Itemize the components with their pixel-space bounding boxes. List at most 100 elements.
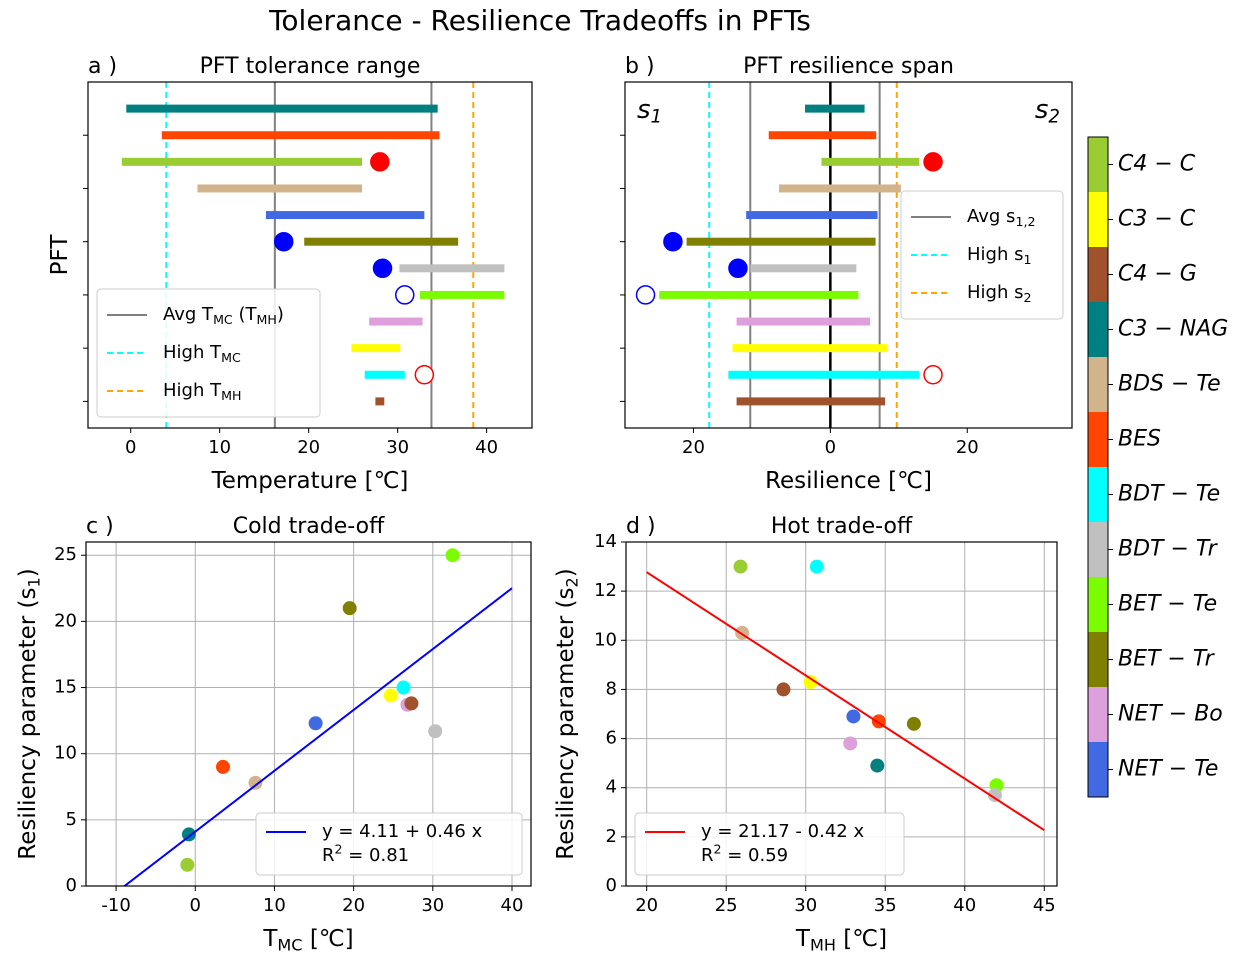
- legend-label: High TMC: [163, 342, 241, 365]
- y-tick-label: 15: [54, 677, 77, 698]
- x-axis-label: Resilience [℃]: [765, 468, 932, 494]
- colorbar-cell: [1088, 137, 1108, 192]
- x-tick-label: 20: [297, 437, 320, 458]
- range-bar: [126, 104, 438, 113]
- x-tick-label: 10: [208, 437, 231, 458]
- point: [906, 716, 921, 731]
- y-axis-label: Resiliency parameter (s1): [15, 568, 43, 859]
- point: [870, 758, 885, 773]
- point: [383, 688, 398, 703]
- panel-label: b ): [625, 54, 655, 79]
- point: [809, 559, 824, 574]
- legend: Avg TMC (TMH) High TMC High TMH: [96, 288, 321, 418]
- point: [733, 559, 748, 574]
- range-bar: [821, 157, 920, 166]
- range-bar: [369, 317, 423, 326]
- colorbar-label: BDT − Te: [1118, 482, 1220, 507]
- colorbar-label: C4 − C: [1118, 152, 1196, 177]
- x-tick-label: 30: [421, 895, 444, 916]
- point: [803, 675, 818, 690]
- axes-frame: [85, 541, 532, 887]
- x-tick-label: 10: [263, 895, 286, 916]
- range-bar: [686, 237, 876, 246]
- x-tick-label: 0: [190, 895, 201, 916]
- panel-label: c ): [86, 514, 114, 539]
- point: [308, 716, 323, 731]
- colorbar-cell: [1088, 467, 1108, 522]
- axes-frame: [624, 81, 1073, 429]
- range-bar: [768, 131, 877, 140]
- legend: y = 4.11 + 0.46 xR2 = 0.81: [255, 812, 523, 876]
- colorbar-label: NET − Bo: [1118, 702, 1223, 727]
- range-bar: [197, 184, 363, 193]
- x-axis-label: TMH [℃]: [795, 926, 887, 954]
- legend-label: y = 21.17 - 0.42 x: [701, 821, 864, 842]
- point: [342, 601, 357, 616]
- x-tick-label: 40: [501, 895, 524, 916]
- range-bar: [304, 237, 459, 246]
- range-bar: [746, 211, 878, 220]
- colorbar-cell: [1088, 522, 1108, 577]
- point: [404, 696, 419, 711]
- panel-title: PFT resilience span: [743, 54, 954, 79]
- annotation: s2: [1035, 95, 1060, 128]
- colorbar-label: C3 − NAG: [1118, 317, 1228, 342]
- y-tick-label: 12: [594, 580, 617, 601]
- legend-label: y = 4.11 + 0.46 x: [322, 821, 483, 842]
- legend-label: R2 = 0.81: [322, 841, 409, 866]
- colorbar-frame: [1087, 136, 1109, 798]
- point: [428, 724, 443, 739]
- marker: [923, 152, 943, 172]
- marker: [663, 231, 683, 252]
- range-bar: [419, 290, 505, 299]
- range-bar: [736, 317, 871, 326]
- panel-label: d ): [626, 514, 656, 539]
- annotation: s1: [637, 95, 662, 128]
- point: [445, 548, 460, 563]
- colorbar-cell: [1088, 742, 1108, 797]
- y-tick-label: 8: [606, 678, 617, 699]
- colorbar-label: BDS − Te: [1118, 372, 1221, 397]
- legend: y = 21.17 - 0.42 xR2 = 0.59: [634, 812, 905, 876]
- marker: [274, 231, 294, 252]
- colorbar-label: C4 − G: [1118, 262, 1197, 287]
- point: [987, 788, 1002, 803]
- x-tick-label: 0: [125, 437, 136, 458]
- panel-label: a ): [88, 54, 117, 79]
- range-bar: [375, 397, 385, 406]
- y-tick-label: 4: [606, 777, 617, 798]
- point: [396, 680, 411, 695]
- point: [846, 709, 861, 724]
- colorbar-label: NET − Te: [1118, 757, 1218, 782]
- x-tick-label: 20: [342, 895, 365, 916]
- range-bar: [364, 370, 405, 379]
- panel-title: PFT tolerance range: [200, 54, 421, 79]
- figure-title: Tolerance - Resilience Tradeoffs in PFTs: [268, 4, 811, 37]
- colorbar-cell: [1088, 302, 1108, 357]
- y-tick-label: 25: [54, 544, 77, 565]
- axes-frame: [625, 541, 1058, 887]
- marker: [414, 365, 435, 385]
- range-bar: [779, 184, 901, 193]
- fit-line: [646, 571, 1045, 832]
- range-bar: [399, 264, 505, 273]
- panel-title: Hot trade-off: [771, 514, 913, 539]
- x-tick-label: -10: [101, 895, 130, 916]
- x-tick-label: 25: [715, 895, 738, 916]
- colorbar-cell: [1088, 412, 1108, 467]
- range-bar: [121, 157, 363, 166]
- colorbar-label: BDT − Tr: [1118, 537, 1219, 562]
- y-tick-label: 20: [54, 610, 77, 631]
- legend-label: R2 = 0.59: [701, 841, 788, 866]
- y-tick-label: 2: [606, 826, 617, 847]
- range-bar: [728, 370, 920, 379]
- x-tick-label: 45: [1033, 895, 1056, 916]
- y-tick-label: 10: [594, 629, 617, 650]
- marker: [370, 152, 390, 172]
- y-axis-label: PFT: [47, 234, 73, 276]
- panel-title: Cold trade-off: [233, 514, 385, 539]
- y-axis-label: Resiliency parameter (s2): [553, 568, 581, 859]
- range-bar: [736, 397, 886, 406]
